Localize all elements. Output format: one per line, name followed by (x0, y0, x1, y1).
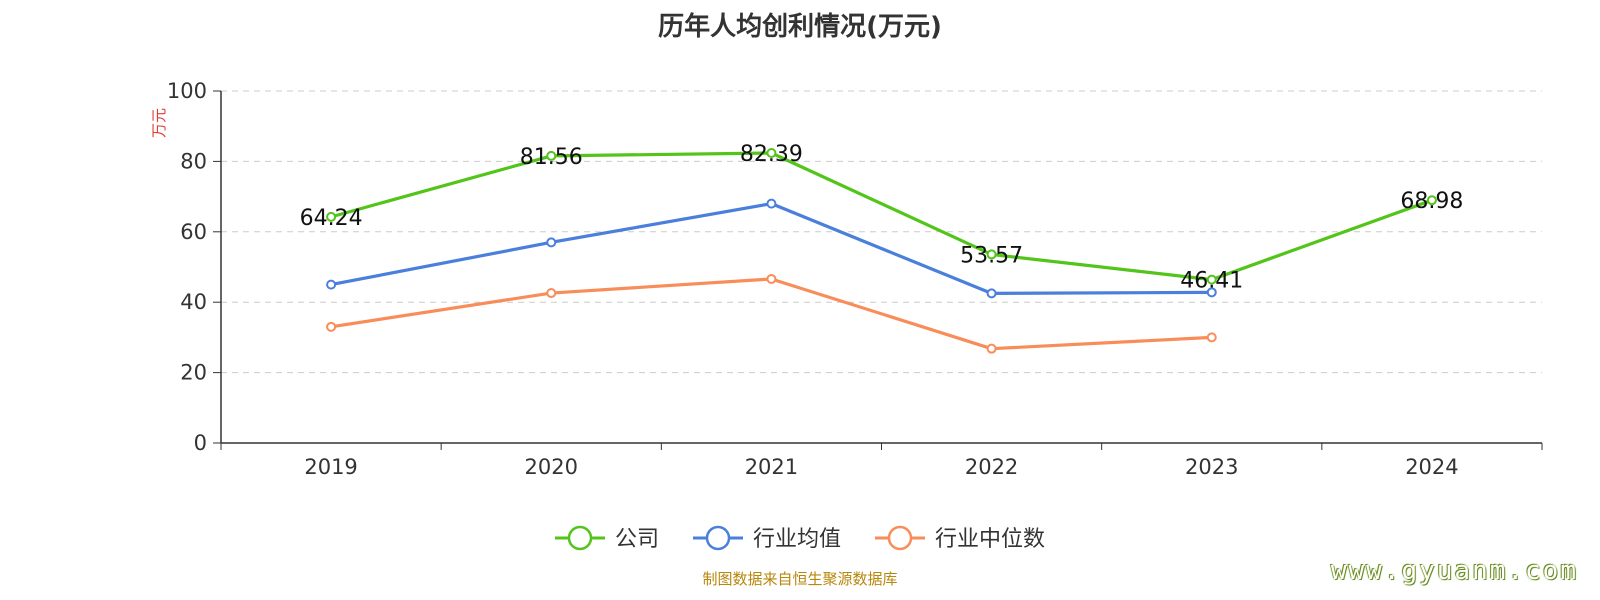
x-tick-label: 2019 (304, 455, 357, 479)
legend-marker (887, 525, 913, 551)
data-point (986, 288, 997, 299)
x-tick-label: 2022 (965, 455, 1018, 479)
legend: 公司 行业均值 行业中位数 (555, 525, 1045, 552)
data-point (326, 321, 337, 332)
y-tick-label: 20 (180, 361, 207, 385)
legend-marker (705, 525, 731, 551)
data-point (546, 237, 557, 248)
x-tick-label: 2024 (1405, 455, 1458, 479)
legend-label: 公司 (615, 527, 659, 552)
data-labels: 64.24 81.56 82.39 53.57 46.41 68.98 (300, 142, 1464, 294)
data-point (1206, 287, 1217, 298)
data-point (326, 211, 337, 222)
y-axis-label: 万元 (150, 108, 168, 138)
axes: 0 20 40 60 80 100 万元 2019 2020 2021 2022 2023 2024 (150, 79, 1543, 479)
data-point (546, 150, 557, 161)
legend-item: 行业均值 (693, 525, 841, 552)
legend-label: 行业中位数 (935, 527, 1045, 552)
data-label: 81.56 (520, 145, 583, 170)
data-point (1206, 332, 1217, 343)
legend-item: 行业中位数 (875, 525, 1045, 552)
grid-lines (221, 90, 1542, 374)
data-point (1426, 195, 1437, 206)
data-label: 53.57 (960, 243, 1023, 268)
data-point (766, 273, 777, 284)
data-source-note: 制图数据来自恒生聚源数据库 (702, 570, 898, 588)
x-tick-label: 2023 (1185, 455, 1238, 479)
y-tick-label: 80 (180, 149, 207, 173)
data-label: 82.39 (740, 142, 803, 167)
y-tick-label: 40 (180, 290, 207, 314)
x-tick-label: 2020 (525, 455, 578, 479)
legend-item: 公司 (555, 525, 659, 552)
y-tick-label: 0 (194, 431, 207, 455)
chart-title: 历年人均创利情况(万元) (658, 12, 942, 42)
data-point (546, 288, 557, 299)
data-point (986, 249, 997, 260)
data-label: 68.98 (1400, 189, 1463, 214)
y-tick-label: 100 (167, 79, 207, 103)
legend-label: 行业均值 (753, 527, 841, 552)
legend-marker (567, 525, 593, 551)
series-line (330, 277, 1212, 351)
y-tick-label: 60 (180, 220, 207, 244)
data-point (986, 343, 997, 354)
data-point (326, 279, 337, 290)
x-tick-label: 2021 (745, 455, 798, 479)
data-point (766, 198, 777, 209)
data-point (1206, 274, 1217, 285)
series-line (330, 151, 1433, 282)
watermark: www.gyuanm.com (1330, 556, 1578, 586)
data-point (766, 147, 777, 158)
data-label: 64.24 (300, 206, 363, 231)
series-lines (326, 147, 1437, 354)
data-label: 46.41 (1180, 269, 1243, 294)
